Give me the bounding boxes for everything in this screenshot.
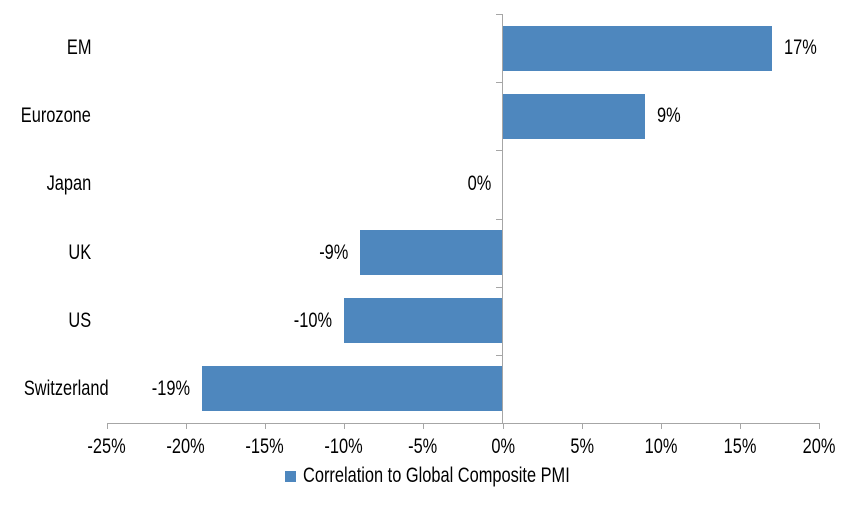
legend-series-label: Correlation to Global Composite PMI (303, 465, 645, 487)
category-label: US (0, 310, 91, 332)
x-axis-tick-label: -20% (136, 436, 236, 457)
category-label-text: Eurozone (20, 104, 91, 127)
x-axis-tick-label-text: 10% (644, 435, 678, 458)
category-label-text: US (68, 309, 91, 332)
x-axis-tick-label: 20% (769, 436, 852, 457)
x-axis-line (107, 423, 820, 424)
x-axis-tick-label: -5% (373, 436, 473, 457)
category-label-text: Japan (46, 172, 91, 195)
value-label: -19% (70, 378, 190, 400)
x-axis-tick (344, 423, 345, 429)
category-label: Japan (0, 173, 91, 195)
category-label: EM (0, 37, 91, 59)
legend: Correlation to Global Composite PMI (285, 465, 645, 487)
x-axis-tick (740, 423, 741, 429)
x-axis-tick (503, 423, 504, 429)
category-label-text: EM (66, 36, 91, 59)
legend-series-swatch-icon (285, 470, 296, 482)
x-axis-tick-label-text: 5% (570, 435, 594, 458)
x-axis-tick-label-text: -10% (324, 435, 364, 458)
category-axis-tick (496, 355, 502, 356)
x-axis-tick-label-text: 15% (723, 435, 757, 458)
category-label-text: UK (68, 241, 91, 264)
x-axis-tick-label: 5% (532, 436, 632, 457)
category-axis-tick (496, 423, 502, 424)
value-label: 9% (657, 105, 687, 127)
value-label-text: -19% (151, 377, 190, 400)
x-axis-tick-label-text: -20% (166, 435, 206, 458)
category-axis-tick (496, 219, 502, 220)
category-axis-tick (496, 14, 502, 15)
x-axis-tick-label-text: -15% (245, 435, 285, 458)
value-label: 0% (371, 173, 491, 195)
category-label-text: Switzerland (23, 377, 109, 400)
x-axis-tick-label-text: 0% (491, 435, 515, 458)
x-axis-tick (265, 423, 266, 429)
value-label-text: -10% (293, 309, 332, 332)
category-label: Switzerland (0, 378, 109, 400)
x-axis-tick-label: -25% (57, 436, 157, 457)
x-axis-tick-label: 0% (453, 436, 553, 457)
x-axis-tick (661, 423, 662, 429)
x-axis-tick-label-text: -5% (408, 435, 438, 458)
legend-series-label-text: Correlation to Global Composite PMI (303, 464, 570, 487)
bar (503, 26, 772, 71)
category-axis-tick (496, 82, 502, 83)
y-axis-line (502, 14, 503, 423)
value-label-text: 9% (657, 104, 681, 127)
x-axis-tick-label: 15% (690, 436, 790, 457)
bar (202, 366, 502, 411)
x-axis-tick-label-text: 20% (802, 435, 836, 458)
value-label: -10% (212, 310, 332, 332)
x-axis-tick (423, 423, 424, 429)
value-label: -9% (228, 242, 348, 264)
bar (344, 298, 502, 343)
x-axis-tick-label-text: -25% (87, 435, 127, 458)
x-axis-tick (582, 423, 583, 429)
category-axis-tick (496, 287, 502, 288)
bar (503, 94, 645, 139)
x-axis-tick (107, 423, 108, 429)
category-label: Eurozone (0, 105, 91, 127)
x-axis-tick-label: -15% (215, 436, 315, 457)
value-label-text: 17% (784, 36, 817, 59)
value-label-text: -9% (318, 241, 348, 264)
category-label: UK (0, 242, 91, 264)
category-axis-tick (496, 150, 502, 151)
bar (360, 230, 502, 275)
x-axis-tick (186, 423, 187, 429)
value-label: 17% (784, 37, 826, 59)
x-axis-tick (819, 423, 820, 429)
value-label-text: 0% (467, 172, 491, 195)
x-axis-tick-label: -10% (294, 436, 394, 457)
x-axis-tick-label: 10% (611, 436, 711, 457)
